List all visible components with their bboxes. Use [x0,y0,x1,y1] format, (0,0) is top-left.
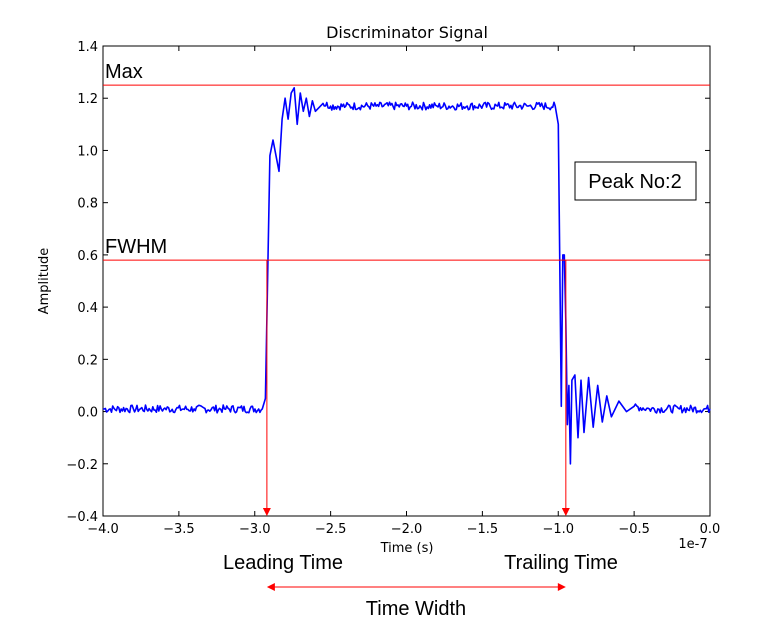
trailing-time-label: Trailing Time [504,552,618,574]
peak-label: Peak No:2 [588,171,681,193]
y-tick-label: 0.0 [77,406,98,421]
x-tick-label: −1.5 [467,522,499,537]
fwhm-label: FWHM [105,236,167,258]
signal-line-0 [102,87,711,465]
max-label: Max [105,61,143,83]
plot-frame [102,45,711,517]
y-tick-label: 0.6 [77,249,98,264]
peak-box: Peak No:2 [574,161,697,201]
y-tick-label: 1.4 [77,40,98,55]
x-tick-label: −2.5 [315,522,347,537]
x-axis-label: Time (s) [380,541,434,556]
y-tick-label: 1.0 [77,144,98,159]
x-tick-label: −0.5 [618,522,650,537]
peak-box-frame [574,161,697,201]
x-tick-label: −3.0 [239,522,271,537]
y-tick-label: 1.2 [77,92,98,107]
y-tick-label: −0.4 [66,510,98,525]
y-axis-label: Amplitude [37,248,52,315]
time-width-arrow-right-head [557,583,566,591]
x-tick-label: −4.0 [87,522,119,537]
series-layer [102,87,711,465]
x-tick-label: 0.0 [700,522,721,537]
reference-lines [103,84,710,591]
time-width-label: Time Width [366,598,466,620]
y-tick-label: 0.8 [77,197,98,212]
leading-time-label: Leading Time [223,552,343,574]
x-tick-label: −2.0 [391,522,423,537]
y-tick-label: 0.2 [77,353,98,368]
x-offset-label: 1e-7 [678,537,707,552]
chart-title: Discriminator Signal [326,23,488,42]
y-tick-label: 0.4 [77,301,98,316]
axis-ticks: −4.0 −3.5 −3.0 −2.5 −2.0 −1.5 −1.0 −0.5 0.0 −0.4 −… [66,40,720,537]
x-tick-label: −3.5 [163,522,195,537]
x-tick-label: −1.0 [542,522,574,537]
y-tick-label: −0.2 [66,458,98,473]
plot-area [102,45,711,517]
time-width-arrow-left-head [266,583,275,591]
